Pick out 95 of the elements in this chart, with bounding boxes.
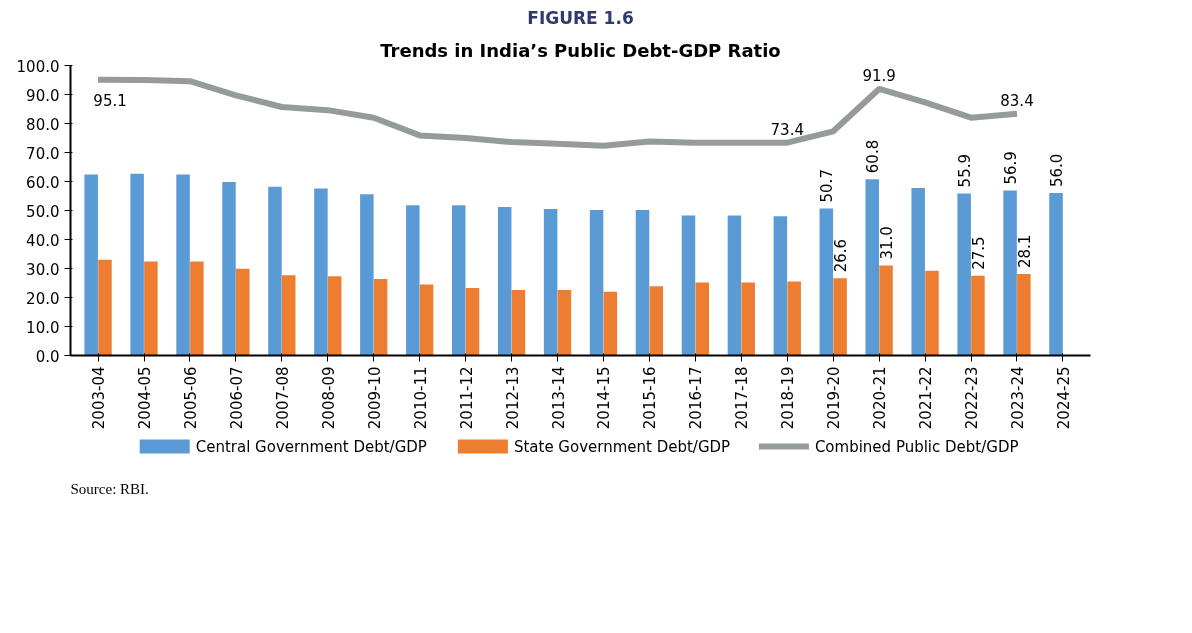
x-tick-label: 2004-05 — [136, 366, 155, 430]
data-label: 73.4 — [770, 120, 804, 139]
bar — [268, 186, 282, 356]
bar — [957, 193, 971, 356]
bar — [819, 208, 834, 356]
bar — [787, 281, 801, 356]
bar — [649, 286, 664, 356]
bar — [589, 209, 604, 356]
legend-label: Combined Public Debt/GDP — [814, 437, 1019, 456]
x-tick-label: 2008-09 — [319, 366, 338, 430]
data-label: 91.9 — [862, 66, 896, 85]
data-label: 56.0 — [1048, 153, 1067, 188]
bar — [603, 291, 618, 356]
x-tick-label: 2021-22 — [917, 366, 936, 430]
bar — [925, 270, 939, 356]
data-label: 60.8 — [864, 139, 883, 174]
x-tick-label: 2019-20 — [825, 366, 844, 430]
x-tick-label: 2015-16 — [641, 366, 660, 430]
source-note: Source: RBI. — [70, 480, 149, 497]
bar — [144, 261, 158, 356]
y-tick-label: 0.0 — [35, 347, 60, 366]
bar — [741, 282, 755, 356]
x-tick-label: 2014-15 — [595, 366, 614, 430]
bar — [971, 275, 985, 356]
data-label: 55.9 — [956, 153, 975, 188]
x-tick-label: 2024-25 — [1054, 366, 1073, 430]
bar — [360, 194, 374, 356]
bar — [1017, 274, 1031, 356]
x-tick-label: 2022-23 — [963, 366, 982, 430]
bar — [314, 188, 328, 356]
bar — [681, 215, 696, 356]
y-tick-label: 20.0 — [26, 289, 60, 308]
x-tick-label: 2017-18 — [733, 366, 752, 430]
bar — [98, 259, 112, 356]
y-tick-label: 70.0 — [26, 144, 60, 163]
x-tick-label: 2011-12 — [457, 366, 476, 430]
x-tick-label: 2013-14 — [549, 366, 568, 430]
y-tick-label: 100.0 — [16, 57, 60, 76]
bar — [281, 275, 296, 356]
bar — [451, 205, 466, 356]
bar — [465, 287, 480, 356]
bar — [419, 284, 434, 356]
legend-label: State Government Debt/GDP — [513, 437, 731, 456]
data-label: 95.1 — [93, 91, 127, 110]
bar — [327, 276, 342, 356]
bar — [911, 187, 925, 356]
bar — [373, 278, 388, 356]
x-tick-label: 2006-07 — [227, 366, 246, 430]
data-label: 56.9 — [1002, 151, 1021, 185]
bar — [865, 179, 880, 356]
x-tick-label: 2020-21 — [871, 366, 890, 430]
y-tick-label: 40.0 — [26, 231, 60, 250]
y-tick-label: 50.0 — [26, 202, 60, 221]
bar — [1003, 190, 1017, 356]
bar — [130, 173, 144, 356]
x-tick-label: 2023-24 — [1008, 366, 1027, 430]
y-tick-label: 90.0 — [26, 86, 60, 105]
legend-label: Central Government Debt/GDP — [195, 437, 427, 456]
y-tick-label: 10.0 — [26, 318, 60, 337]
x-tick-label: 2007-08 — [273, 366, 292, 430]
bar — [190, 261, 204, 356]
bar — [497, 207, 512, 356]
bar — [635, 209, 650, 356]
x-tick-label: 2012-13 — [503, 366, 522, 430]
data-label: 83.4 — [1000, 91, 1034, 110]
bar — [84, 174, 98, 356]
bar — [511, 289, 526, 356]
bar — [727, 215, 742, 356]
y-tick-label: 80.0 — [26, 115, 60, 134]
bar — [543, 209, 558, 356]
chart-title: FIGURE 1.6 — [527, 7, 634, 28]
x-tick-label: 2018-19 — [779, 366, 798, 430]
data-label: 27.5 — [969, 236, 988, 270]
bar — [773, 216, 788, 356]
bar — [1049, 193, 1063, 356]
x-tick-label: 2016-17 — [687, 366, 706, 430]
y-tick-label: 30.0 — [26, 260, 60, 279]
bar — [236, 268, 250, 356]
x-tick-label: 2010-11 — [411, 366, 430, 430]
bar — [833, 278, 847, 356]
x-tick-label: 2003-04 — [90, 366, 109, 430]
x-tick-label: 2005-06 — [181, 366, 200, 430]
bar — [879, 265, 893, 356]
bar — [176, 174, 190, 356]
data-label: 31.0 — [878, 226, 897, 260]
data-label: 26.6 — [832, 238, 851, 273]
data-label: 50.7 — [818, 169, 837, 203]
bar — [695, 282, 710, 356]
bar — [406, 205, 420, 356]
data-label: 28.1 — [1015, 234, 1034, 269]
bar — [557, 289, 572, 356]
chart-subtitle: Trends in India’s Public Debt-GDP Ratio — [380, 39, 781, 61]
y-tick-label: 60.0 — [26, 173, 60, 192]
bar — [222, 182, 236, 356]
x-tick-label: 2009-10 — [365, 366, 384, 430]
